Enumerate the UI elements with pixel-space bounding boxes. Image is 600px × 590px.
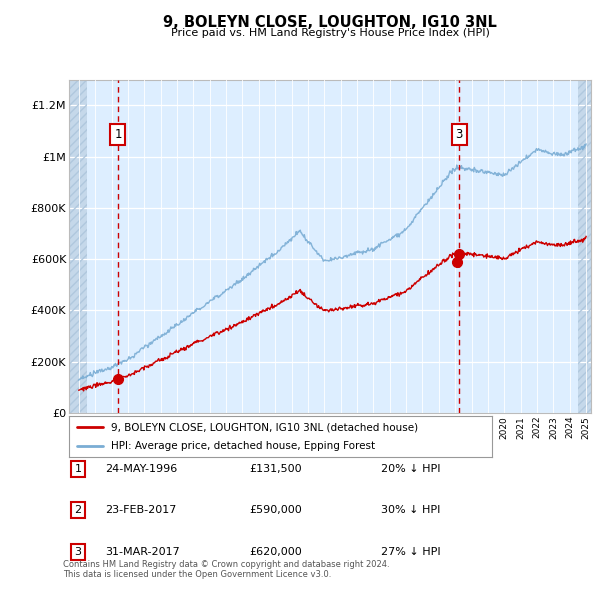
- Text: 9, BOLEYN CLOSE, LOUGHTON, IG10 3NL (detached house): 9, BOLEYN CLOSE, LOUGHTON, IG10 3NL (det…: [112, 422, 418, 432]
- Text: £131,500: £131,500: [249, 464, 302, 474]
- Text: £620,000: £620,000: [249, 547, 302, 556]
- Text: HPI: Average price, detached house, Epping Forest: HPI: Average price, detached house, Eppi…: [112, 441, 376, 451]
- Text: 24-MAY-1996: 24-MAY-1996: [105, 464, 177, 474]
- Bar: [578, 80, 600, 413]
- Text: 1: 1: [74, 464, 82, 474]
- Text: 20% ↓ HPI: 20% ↓ HPI: [381, 464, 440, 474]
- Bar: [62, 80, 87, 413]
- Text: 9, BOLEYN CLOSE, LOUGHTON, IG10 3NL: 9, BOLEYN CLOSE, LOUGHTON, IG10 3NL: [163, 15, 497, 30]
- Text: 31-MAR-2017: 31-MAR-2017: [105, 547, 180, 556]
- Text: Price paid vs. HM Land Registry's House Price Index (HPI): Price paid vs. HM Land Registry's House …: [170, 28, 490, 38]
- Text: Contains HM Land Registry data © Crown copyright and database right 2024.
This d: Contains HM Land Registry data © Crown c…: [63, 560, 389, 579]
- Text: 3: 3: [455, 128, 463, 141]
- Text: 23-FEB-2017: 23-FEB-2017: [105, 506, 176, 515]
- Text: £590,000: £590,000: [249, 506, 302, 515]
- Text: 27% ↓ HPI: 27% ↓ HPI: [381, 547, 440, 556]
- Bar: [62, 80, 87, 413]
- Text: 2: 2: [74, 506, 82, 515]
- Text: 1: 1: [114, 128, 122, 141]
- Bar: [578, 80, 600, 413]
- Text: 30% ↓ HPI: 30% ↓ HPI: [381, 506, 440, 515]
- Text: 3: 3: [74, 547, 82, 556]
